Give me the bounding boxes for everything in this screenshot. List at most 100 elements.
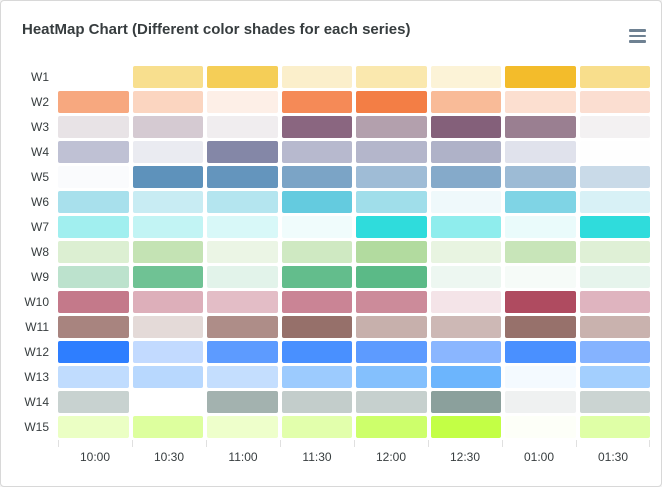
heatmap-cell-w5-1000[interactable] (58, 166, 129, 188)
heatmap-cell-w4-1000[interactable] (58, 141, 129, 163)
heatmap-cell-w11-1230[interactable] (430, 316, 501, 338)
heatmap-cell-w3-0130[interactable] (579, 116, 650, 138)
heatmap-cell-w2-1130[interactable] (281, 91, 352, 113)
heatmap-cell-w13-1130[interactable] (281, 366, 352, 388)
heatmap-cell-w2-1200[interactable] (356, 91, 427, 113)
heatmap-cell-w13-1000[interactable] (58, 366, 129, 388)
heatmap-cell-w15-1030[interactable] (132, 416, 203, 438)
heatmap-cell-w5-0100[interactable] (505, 166, 576, 188)
heatmap-cell-w12-1030[interactable] (132, 341, 203, 363)
heatmap-cell-w8-0100[interactable] (505, 241, 576, 263)
heatmap-cell-w1-1100[interactable] (207, 66, 278, 88)
heatmap-cell-w14-1030[interactable] (132, 391, 203, 413)
heatmap-cell-w6-1030[interactable] (132, 191, 203, 213)
heatmap-cell-w6-1230[interactable] (430, 191, 501, 213)
heatmap-cell-w15-1200[interactable] (356, 416, 427, 438)
heatmap-cell-w6-0100[interactable] (505, 191, 576, 213)
heatmap-cell-w14-1130[interactable] (281, 391, 352, 413)
heatmap-cell-w10-1100[interactable] (207, 291, 278, 313)
heatmap-cell-w3-1030[interactable] (132, 116, 203, 138)
heatmap-cell-w4-0130[interactable] (579, 141, 650, 163)
heatmap-cell-w4-0100[interactable] (505, 141, 576, 163)
heatmap-cell-w11-1100[interactable] (207, 316, 278, 338)
heatmap-cell-w10-1230[interactable] (430, 291, 501, 313)
heatmap-cell-w1-0130[interactable] (579, 66, 650, 88)
heatmap-cell-w10-0100[interactable] (505, 291, 576, 313)
heatmap-cell-w14-1230[interactable] (430, 391, 501, 413)
heatmap-cell-w2-1030[interactable] (132, 91, 203, 113)
heatmap-cell-w7-1130[interactable] (281, 216, 352, 238)
heatmap-cell-w3-1200[interactable] (356, 116, 427, 138)
heatmap-cell-w8-1000[interactable] (58, 241, 129, 263)
heatmap-cell-w3-0100[interactable] (505, 116, 576, 138)
heatmap-cell-w7-1030[interactable] (132, 216, 203, 238)
heatmap-cell-w9-0130[interactable] (579, 266, 650, 288)
heatmap-cell-w4-1200[interactable] (356, 141, 427, 163)
heatmap-cell-w5-1030[interactable] (132, 166, 203, 188)
heatmap-cell-w4-1130[interactable] (281, 141, 352, 163)
heatmap-cell-w10-0130[interactable] (579, 291, 650, 313)
heatmap-cell-w7-0130[interactable] (579, 216, 650, 238)
heatmap-cell-w1-1200[interactable] (356, 66, 427, 88)
heatmap-cell-w2-1000[interactable] (58, 91, 129, 113)
heatmap-cell-w6-0130[interactable] (579, 191, 650, 213)
heatmap-cell-w1-1000[interactable] (58, 66, 129, 88)
heatmap-cell-w9-1130[interactable] (281, 266, 352, 288)
heatmap-cell-w13-1030[interactable] (132, 366, 203, 388)
heatmap-cell-w10-1200[interactable] (356, 291, 427, 313)
heatmap-cell-w6-1000[interactable] (58, 191, 129, 213)
heatmap-cell-w1-1130[interactable] (281, 66, 352, 88)
heatmap-cell-w12-0100[interactable] (505, 341, 576, 363)
heatmap-cell-w8-1030[interactable] (132, 241, 203, 263)
heatmap-cell-w12-1000[interactable] (58, 341, 129, 363)
heatmap-cell-w8-0130[interactable] (579, 241, 650, 263)
heatmap-cell-w5-1100[interactable] (207, 166, 278, 188)
heatmap-cell-w13-1230[interactable] (430, 366, 501, 388)
heatmap-cell-w13-1100[interactable] (207, 366, 278, 388)
heatmap-cell-w7-1100[interactable] (207, 216, 278, 238)
heatmap-cell-w15-1100[interactable] (207, 416, 278, 438)
heatmap-cell-w12-0130[interactable] (579, 341, 650, 363)
heatmap-cell-w11-1030[interactable] (132, 316, 203, 338)
heatmap-cell-w13-0130[interactable] (579, 366, 650, 388)
heatmap-cell-w11-1130[interactable] (281, 316, 352, 338)
heatmap-cell-w4-1030[interactable] (132, 141, 203, 163)
chart-menu-button[interactable] (628, 27, 648, 45)
heatmap-cell-w5-0130[interactable] (579, 166, 650, 188)
heatmap-cell-w14-0100[interactable] (505, 391, 576, 413)
heatmap-cell-w9-1030[interactable] (132, 266, 203, 288)
heatmap-cell-w6-1200[interactable] (356, 191, 427, 213)
heatmap-cell-w11-1200[interactable] (356, 316, 427, 338)
heatmap-cell-w15-1230[interactable] (430, 416, 501, 438)
heatmap-cell-w4-1230[interactable] (430, 141, 501, 163)
heatmap-cell-w2-1100[interactable] (207, 91, 278, 113)
heatmap-cell-w7-1200[interactable] (356, 216, 427, 238)
heatmap-cell-w2-0130[interactable] (579, 91, 650, 113)
heatmap-cell-w8-1130[interactable] (281, 241, 352, 263)
heatmap-cell-w5-1200[interactable] (356, 166, 427, 188)
heatmap-cell-w9-0100[interactable] (505, 266, 576, 288)
heatmap-cell-w8-1200[interactable] (356, 241, 427, 263)
heatmap-cell-w11-0100[interactable] (505, 316, 576, 338)
heatmap-cell-w8-1230[interactable] (430, 241, 501, 263)
heatmap-cell-w4-1100[interactable] (207, 141, 278, 163)
heatmap-cell-w13-0100[interactable] (505, 366, 576, 388)
heatmap-cell-w1-0100[interactable] (505, 66, 576, 88)
heatmap-cell-w10-1000[interactable] (58, 291, 129, 313)
heatmap-cell-w12-1200[interactable] (356, 341, 427, 363)
heatmap-cell-w5-1230[interactable] (430, 166, 501, 188)
heatmap-cell-w13-1200[interactable] (356, 366, 427, 388)
heatmap-cell-w6-1100[interactable] (207, 191, 278, 213)
heatmap-cell-w1-1230[interactable] (430, 66, 501, 88)
heatmap-cell-w14-1100[interactable] (207, 391, 278, 413)
heatmap-cell-w14-1000[interactable] (58, 391, 129, 413)
heatmap-cell-w3-1100[interactable] (207, 116, 278, 138)
heatmap-cell-w6-1130[interactable] (281, 191, 352, 213)
heatmap-cell-w11-0130[interactable] (579, 316, 650, 338)
heatmap-cell-w10-1130[interactable] (281, 291, 352, 313)
heatmap-cell-w15-1130[interactable] (281, 416, 352, 438)
heatmap-cell-w3-1000[interactable] (58, 116, 129, 138)
heatmap-cell-w7-1230[interactable] (430, 216, 501, 238)
heatmap-cell-w12-1230[interactable] (430, 341, 501, 363)
heatmap-cell-w9-1230[interactable] (430, 266, 501, 288)
